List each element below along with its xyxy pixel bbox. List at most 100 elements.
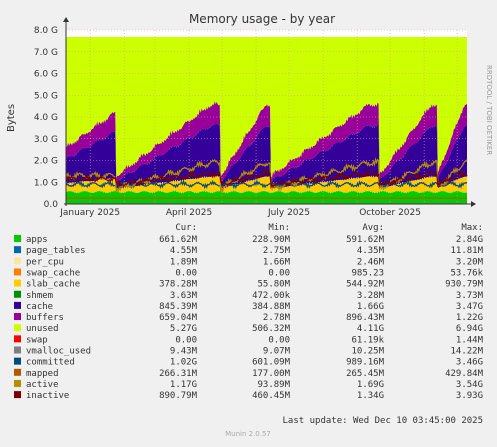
legend-max-value: 429.84M [445,369,484,379]
x-tick-label: April 2025 [166,208,212,218]
legend-min-value: 9.07M [263,347,291,357]
legend-avg-value: 61.19k [351,335,384,345]
legend-avg-value: 1.66G [357,302,384,312]
legend-max-value: 930.79M [445,280,484,290]
y-tick-label: 0.0 [44,200,59,210]
legend-min-value: 0.00 [268,335,290,345]
y-axis-label: Bytes [6,104,17,132]
legend-name-mapped: mapped [26,369,59,379]
legend-max-value: 3.54G [456,380,483,390]
x-tick-labels: January 2025 April 2025 July 2025 October 2… [59,208,421,218]
legend-min-value: 177.00M [252,369,291,379]
legend-swatch-cache [14,301,21,309]
legend-name-inactive: inactive [26,391,69,401]
legend-swatch-swap-cache [14,268,21,276]
area-slab-cache [66,175,467,194]
legend-min-value: 0.00 [268,268,290,278]
legend-header-max: Max: [461,223,483,233]
area-apps [66,190,467,204]
legend-min-value: 472.00k [252,291,291,301]
legend-cur-value: 378.28M [159,280,198,290]
legend-name-swap: swap [26,335,48,345]
legend-min-value: 2.78M [263,313,291,323]
legend-swatch-mapped [14,368,21,376]
legend-cur-value: 266.31M [159,369,198,379]
legend-avg-value: 1.69G [357,380,384,390]
legend-header-avg: Avg: [362,223,384,233]
y-tick-label: 8.0 G [34,26,58,36]
legend-min-value: 228.90M [252,235,291,245]
legend-name-slab-cache: slab_cache [26,280,80,290]
legend-avg-value: 2.46M [357,257,385,267]
legend-swatch-apps [14,235,21,242]
munin-version: Munin 2.0.57 [225,430,271,438]
legend-header-cur: Cur: [175,223,197,233]
legend-min-value: 93.89M [257,380,290,390]
legend-swatch-inactive [14,391,21,399]
legend-min-value: 1.66M [263,257,291,267]
legend-name-vmalloc-used: vmalloc_used [26,347,91,357]
legend-min-value: 460.45M [252,391,291,401]
legend-swatch-buffers [14,313,21,321]
legend-max-value: 1.44M [456,335,484,345]
legend-max-value: 11.81M [450,246,483,256]
chart-title: Memory usage - by year [189,12,335,26]
legend-max-value: 6.94G [456,324,483,334]
y-tick-label: 2.0 G [34,157,58,167]
legend-max-value: 3.93G [456,391,483,401]
legend-name-shmem: shmem [26,291,53,301]
legend-avg-value: 4.11G [357,324,384,334]
x-tick-label: October 2025 [359,208,421,218]
legend-cur-value: 659.04M [159,313,198,323]
legend-avg-value: 1.34G [357,391,384,401]
legend-cur-value: 9.43M [170,347,198,357]
legend-min-value: 2.75M [263,246,291,256]
legend-max-value: 3.73M [456,291,484,301]
legend-swatch-shmem [14,290,21,298]
legend-max-value: 3.47G [456,302,483,312]
legend-cur-value: 0.00 [175,335,197,345]
area-page-tables [66,190,467,194]
legend-avg-value: 989.16M [346,358,385,368]
last-update: Last update: Wed Dec 10 03:45:00 2025 [283,416,483,426]
legend-cur-value: 4.55M [170,246,198,256]
legend-swatch-vmalloc-used [14,346,21,354]
legend-avg-value: 591.62M [346,235,385,245]
y-axis-arrow [63,17,69,22]
legend-cur-value: 661.62M [159,235,198,245]
legend-avg-value: 544.92M [346,280,385,290]
y-tick-label: 7.0 G [34,48,58,58]
legend-min-value: 506.32M [252,324,291,334]
legend-max-value: 3.20M [456,257,484,267]
x-tick-label: January 2025 [59,208,120,218]
legend-cur-value: 845.39M [159,302,198,312]
y-tick-label: 6.0 G [34,70,58,80]
x-tick-label: July 2025 [267,208,310,218]
legend-cur-value: 5.27G [170,324,197,334]
legend-swatch-slab-cache [14,279,21,287]
legend-max-value: 14.22M [450,347,483,357]
line-active [65,157,468,194]
legend-max-value: 3.46G [456,358,483,368]
legend: Cur: Min: Avg: Max: apps 661.62M 228.90M 59… [14,223,484,401]
y-tick-label: 3.0 G [34,135,58,145]
legend-name-committed: committed [26,358,75,368]
legend-name-cache: cache [26,302,53,312]
legend-max-value: 53.76k [450,268,483,278]
legend-name-page-tables: page_tables [26,246,86,256]
rrdtool-credit: RRDTOOL / TOBI OETIKER [485,65,493,155]
legend-avg-value: 265.45M [346,369,385,379]
stacked-areas [66,36,467,204]
legend-max-value: 1.22G [456,313,483,323]
legend-cur-value: 0.00 [175,268,197,278]
legend-cur-value: 1.89M [170,257,198,267]
legend-name-apps: apps [26,235,48,245]
area-unused [66,36,467,178]
legend-cur-value: 1.17G [170,380,197,390]
legend-avg-value: 3.28M [357,291,385,301]
legend-name-active: active [26,380,59,390]
legend-name-buffers: buffers [26,313,64,323]
y-tick-label: 4.0 G [34,113,58,123]
